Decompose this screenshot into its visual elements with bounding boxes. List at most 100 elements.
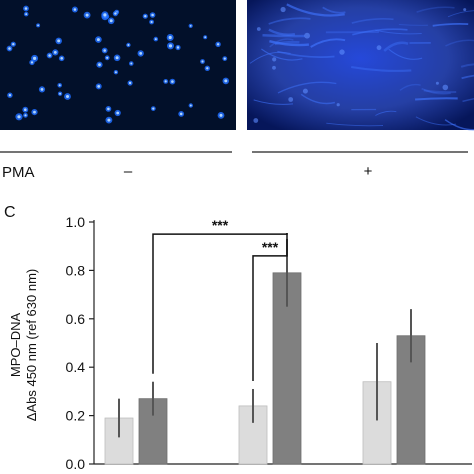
- nucleus-core: [204, 36, 207, 39]
- net-strand: [416, 6, 455, 13]
- net-spot: [376, 45, 382, 51]
- nucleus-core: [25, 13, 28, 16]
- net-strand: [268, 28, 296, 36]
- net-strand: [253, 99, 294, 105]
- nucleus-core: [107, 118, 111, 122]
- nucleus-core: [66, 95, 69, 98]
- nucleus-core: [164, 80, 167, 83]
- net-strand: [383, 41, 409, 52]
- nucleus-core: [219, 113, 223, 117]
- nucleus-core: [130, 62, 133, 65]
- y-axis-title-line-2: ΔAbs 450 nm (ref 630 nm): [24, 269, 39, 421]
- treatment-label: PMA: [2, 164, 35, 181]
- nucleus-core: [107, 107, 110, 111]
- nucleus-core: [40, 88, 44, 91]
- nucleus-core: [150, 20, 153, 24]
- significance-annotations: *** ***: [152, 217, 288, 381]
- nucleus-core: [189, 104, 192, 107]
- nucleus-core: [176, 46, 180, 49]
- net-strand: [269, 38, 294, 48]
- nucleus-core: [154, 38, 157, 41]
- nucleus-core: [8, 47, 11, 50]
- net-strand: [423, 89, 457, 94]
- nucleus-core: [106, 56, 109, 59]
- net-spot: [339, 49, 345, 55]
- nucleus-core: [85, 13, 89, 17]
- net-strand: [277, 81, 337, 94]
- nucleus-core: [151, 13, 154, 17]
- nucleus-core: [206, 67, 209, 70]
- net-strand: [447, 10, 474, 18]
- net-spot: [280, 6, 286, 13]
- y-tick-label: 0.2: [66, 408, 86, 424]
- nucleus-core: [24, 7, 28, 10]
- nucleus-core: [12, 43, 15, 46]
- nucleus-core: [168, 35, 172, 40]
- net-strand: [300, 93, 336, 105]
- panel-c-label: C: [4, 204, 16, 221]
- net-strands-layer: [249, 3, 474, 131]
- nucleus-core: [24, 108, 27, 111]
- net-strand: [322, 6, 346, 14]
- net-spot: [435, 81, 439, 85]
- net-spot: [272, 57, 277, 62]
- nucleus-core: [144, 15, 147, 18]
- net-strand: [375, 29, 422, 35]
- nucleus-core: [37, 24, 39, 27]
- net-spot: [256, 27, 261, 31]
- y-tick-label: 1.0: [66, 214, 86, 230]
- net-strand: [388, 48, 423, 60]
- net-spot: [336, 103, 340, 107]
- micrograph-pma-positive-background: [247, 0, 474, 130]
- net-strand: [351, 17, 394, 24]
- net-spot: [288, 97, 294, 102]
- y-axis-title-line-1: MPO–DNA: [8, 313, 23, 378]
- nucleus-core: [139, 52, 143, 55]
- nucleus-core: [223, 57, 226, 60]
- nucleus-core: [8, 94, 12, 97]
- net-strand: [351, 65, 412, 72]
- net-strand: [262, 34, 305, 38]
- nucleus-core: [24, 114, 27, 117]
- net-spot: [304, 32, 310, 39]
- nucleus-core: [60, 57, 63, 60]
- micrograph-pma-negative: [0, 0, 236, 130]
- nucleus-core: [189, 25, 192, 27]
- significance-label-2: ***: [262, 239, 279, 255]
- nucleus-core: [57, 39, 61, 43]
- net-strand: [432, 23, 469, 27]
- net-spot: [253, 118, 259, 123]
- nucleus-core: [96, 38, 100, 42]
- net-strand: [249, 51, 291, 64]
- nucleus-core: [115, 56, 119, 60]
- net-strand: [461, 74, 474, 80]
- nucleus-core: [58, 84, 61, 87]
- nucleus-core: [109, 19, 113, 23]
- nucleus-core: [128, 81, 132, 85]
- net-spot: [302, 88, 308, 94]
- net-strand: [398, 24, 428, 26]
- nucleus-core: [97, 85, 101, 88]
- nucleus-core: [152, 107, 155, 110]
- net-strand: [268, 17, 311, 25]
- micrograph-pma-negative-background: [0, 0, 236, 130]
- nucleus-core: [33, 110, 36, 114]
- nucleus-core: [17, 115, 21, 119]
- nucleus-core: [48, 54, 51, 57]
- treatment-group-positive: +: [364, 163, 373, 180]
- net-strand: [399, 83, 421, 91]
- net-strand: [421, 87, 451, 95]
- net-spot: [442, 84, 449, 91]
- nucleus-core: [73, 8, 77, 11]
- y-tick-label: 0.0: [66, 456, 86, 472]
- mpo-dna-bar-chart: MPO–DNA ΔAbs 450 nm (ref 630 nm) 0.0 0.2 0…: [8, 214, 472, 472]
- nucleus-core: [216, 43, 220, 46]
- net-spot: [463, 8, 467, 12]
- nucleus-core: [201, 60, 204, 63]
- error-bars: [118, 238, 412, 438]
- net-strand: [269, 40, 310, 47]
- net-strand: [261, 48, 303, 61]
- net-spot: [272, 65, 276, 70]
- micrograph-pma-positive: [247, 0, 474, 131]
